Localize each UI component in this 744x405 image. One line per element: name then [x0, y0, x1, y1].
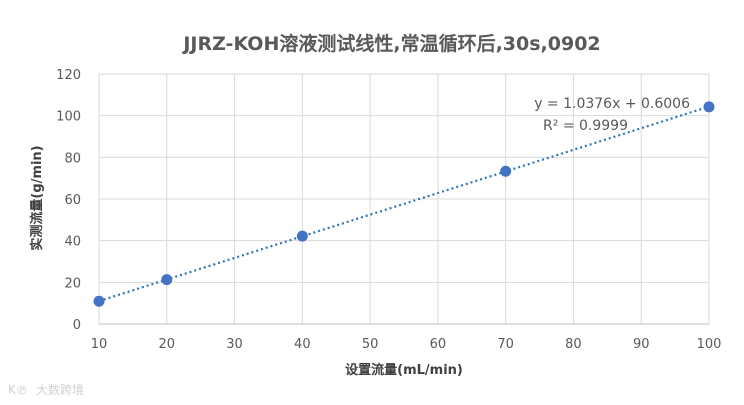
y-tick-label: 100	[56, 110, 81, 125]
y-tick-label: 60	[64, 193, 81, 208]
chart-title: JJRZ-KOH溶液测试线性,常温循环后,30s,0902	[181, 32, 600, 55]
x-axis-title: 设置流量(mL/min)	[345, 362, 463, 378]
y-tick-label: 40	[64, 235, 81, 250]
x-tick-label: 100	[697, 337, 722, 352]
x-tick-label: 60	[430, 337, 447, 352]
data-point	[296, 230, 308, 242]
data-points	[93, 101, 715, 307]
x-tick-label: 20	[159, 337, 176, 352]
watermark-logo-icon: K℗	[8, 383, 28, 397]
data-point	[703, 101, 715, 113]
data-point	[93, 295, 105, 307]
x-tick-label: 30	[226, 337, 243, 352]
x-tick-label: 40	[294, 337, 311, 352]
y-tick-label: 80	[64, 151, 81, 166]
trendline-group	[98, 105, 710, 303]
x-tick-label: 50	[362, 337, 379, 352]
y-tick-label: 20	[64, 276, 81, 291]
watermark: K℗ 大数跨境	[8, 382, 84, 397]
y-tick-label: 120	[56, 68, 81, 83]
watermark-text: 大数跨境	[36, 382, 84, 397]
y-tick-labels: 0 20 40 60 80 100 120	[56, 68, 81, 333]
y-axis-title: 实测流量(g/min)	[29, 145, 45, 250]
x-tick-label: 80	[565, 337, 582, 352]
trendline	[98, 105, 710, 303]
x-tick-label: 10	[91, 337, 108, 352]
data-point	[500, 165, 512, 177]
x-tick-label: 70	[497, 337, 514, 352]
x-tick-label: 90	[633, 337, 650, 352]
y-tick-label: 0	[73, 318, 81, 333]
x-tick-labels: 10 20 30 40 50 60 70 80 90 100	[91, 337, 722, 352]
grid	[98, 73, 710, 324]
trendline-r2: R² = 0.9999	[543, 118, 628, 134]
data-point	[161, 274, 173, 286]
trendline-equation: y = 1.0376x + 0.6006	[534, 96, 690, 112]
